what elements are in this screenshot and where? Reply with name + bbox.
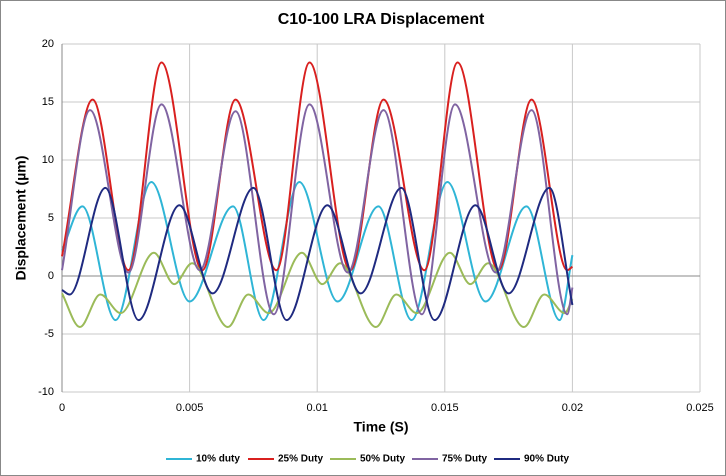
series-line: [61, 186, 574, 322]
x-tick-label: 0.015: [431, 402, 459, 414]
chart-title: C10-100 LRA Displacement: [278, 11, 485, 28]
y-tick-label: 10: [42, 154, 54, 166]
x-tick-label: 0.005: [176, 402, 204, 414]
x-tick-label: 0: [59, 402, 65, 414]
legend-label: 25% Duty: [278, 454, 323, 465]
x-tick-label: 0.01: [306, 402, 327, 414]
y-tick-label: -5: [44, 328, 54, 340]
series-line: [61, 103, 574, 316]
x-tick-label: 0.025: [686, 402, 714, 414]
legend-label: 75% Duty: [442, 454, 487, 465]
y-tick-label: -10: [38, 386, 54, 398]
y-tick-label: 5: [48, 212, 54, 224]
x-axis-label: Time (S): [354, 419, 409, 435]
legend-label: 90% Duty: [524, 454, 569, 465]
y-tick-label: 20: [42, 38, 54, 50]
legend-label: 10% duty: [196, 454, 240, 465]
y-axis-label: Displacement (µm): [13, 156, 29, 281]
y-tick-label: 15: [42, 96, 54, 108]
y-tick-label: 0: [48, 270, 54, 282]
x-tick-label: 0.02: [562, 402, 583, 414]
legend-label: 50% Duty: [360, 454, 405, 465]
